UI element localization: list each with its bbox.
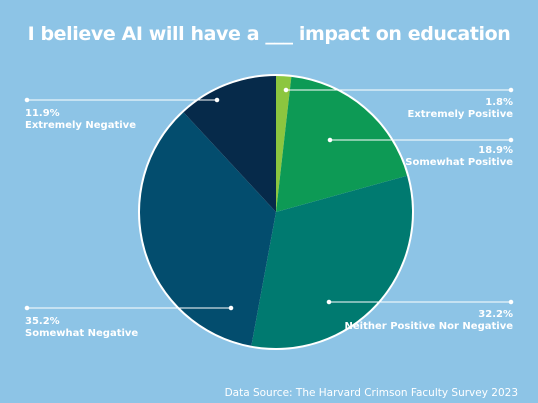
slice-value-label: 1.8%: [485, 97, 513, 108]
data-source-note: Data Source: The Harvard Crimson Faculty…: [225, 387, 518, 399]
slice-value-label: 11.9%: [25, 108, 60, 119]
leader-dot: [228, 305, 234, 311]
pie-slice-extremely-negative: [183, 76, 276, 212]
leader-dot: [327, 137, 333, 143]
pie-slice-neither-positive-nor-negative: [251, 175, 412, 348]
pie-slice-extremely-positive: [276, 76, 292, 212]
leader-dot: [508, 299, 514, 305]
leader-dot: [24, 305, 30, 311]
pie-slices: [140, 76, 412, 348]
leader-dot: [24, 97, 30, 103]
pie-slice-somewhat-positive: [276, 76, 408, 212]
leader-dot: [283, 87, 289, 93]
leader-dot: [326, 299, 332, 305]
leader-dot: [214, 97, 220, 103]
pie-labels: 1.8%Extremely Positive 18.9%Somewhat Posi…: [24, 87, 514, 339]
pie-slice-somewhat-negative: [140, 112, 276, 346]
slice-category-label: Somewhat Positive: [405, 157, 513, 168]
slice-category-label: Extremely Negative: [25, 120, 136, 131]
slice-value-label: 18.9%: [478, 145, 513, 156]
chart-title: I believe AI will have a ___ impact on e…: [28, 23, 511, 45]
slice-value-label: 35.2%: [25, 316, 60, 327]
slice-value-label: 32.2%: [478, 309, 513, 320]
leader-dot: [508, 87, 514, 93]
leader-dot: [508, 137, 514, 143]
slice-category-label: Extremely Positive: [408, 109, 514, 120]
slice-category-label: Somewhat Negative: [25, 328, 138, 339]
slice-category-label: Neither Positive Nor Negative: [345, 321, 514, 332]
